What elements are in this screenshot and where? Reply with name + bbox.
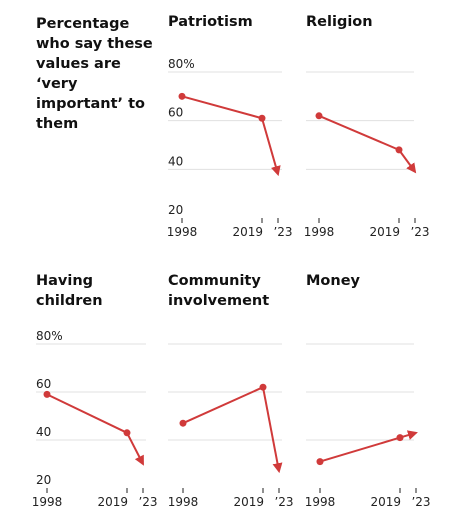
y-tick-label: 40 (36, 425, 51, 439)
panel-title-money: Money (306, 273, 360, 289)
y-tick-label: 80% (36, 329, 63, 343)
x-tick-label: 1998 (168, 495, 199, 509)
data-point-1998 (316, 458, 324, 466)
series-line-arrow (261, 117, 281, 177)
panel-title-having-children: Having children (36, 273, 103, 309)
y-tick-label: 60 (36, 377, 51, 391)
panel-having-children: 80% 60 40 20 1998 2019 ’23 (32, 329, 158, 509)
y-tick-label: 20 (36, 473, 51, 487)
x-tick-label: 2019 (370, 495, 401, 509)
x-tick-label: ’23 (410, 225, 429, 239)
y-tick-label: 20 (168, 203, 183, 217)
x-tick-label: ’23 (274, 495, 293, 509)
chart-headline: Percentage who say these values are ‘ver… (36, 16, 153, 132)
data-point-2019 (259, 383, 267, 391)
x-tick-label: 2019 (233, 495, 264, 509)
series-line-segment (182, 386, 264, 425)
y-tick-label: 60 (168, 106, 183, 120)
x-tick-label: 2019 (232, 225, 263, 239)
x-tick-label: 2019 (97, 495, 128, 509)
x-tick-label: 2019 (369, 225, 400, 239)
series-line-segment (319, 436, 401, 463)
panel-title-community-involvement: Community involvement (168, 273, 270, 309)
series-line-segment (181, 95, 263, 120)
x-tick-label: 1998 (305, 495, 336, 509)
x-tick-label: 1998 (167, 225, 198, 239)
data-point-1998 (315, 112, 323, 120)
series-line-segment (318, 114, 400, 151)
panel-title-patriotism: Patriotism (168, 14, 253, 30)
data-point-1998 (179, 419, 187, 427)
panel-religion: 1998 2019 ’23 (304, 71, 430, 239)
data-point-1998 (178, 92, 186, 100)
data-point-2019 (395, 146, 403, 154)
x-tick-label: ’23 (138, 495, 157, 509)
series-line-arrow (126, 432, 144, 466)
y-tick-label: 80% (168, 57, 195, 71)
series-line-segment (46, 393, 128, 434)
x-tick-label: 1998 (32, 495, 63, 509)
x-tick-label: ’23 (273, 225, 292, 239)
data-point-1998 (43, 390, 51, 398)
series-line-arrow (398, 149, 417, 174)
panel-title-religion: Religion (306, 14, 373, 30)
data-point-2019 (123, 429, 131, 437)
panel-patriotism: 80% 60 40 20 1998 2019 ’23 (167, 57, 293, 239)
x-tick-label: ’23 (411, 495, 430, 509)
y-tick-label: 40 (168, 154, 183, 168)
data-point-2019 (396, 434, 404, 442)
data-point-2019 (258, 114, 266, 122)
x-tick-label: 1998 (304, 225, 335, 239)
series-line-arrow (262, 387, 283, 474)
panel-community-involvement: 1998 2019 ’23 (168, 343, 294, 509)
panel-money: 1998 2019 ’23 (305, 343, 431, 509)
